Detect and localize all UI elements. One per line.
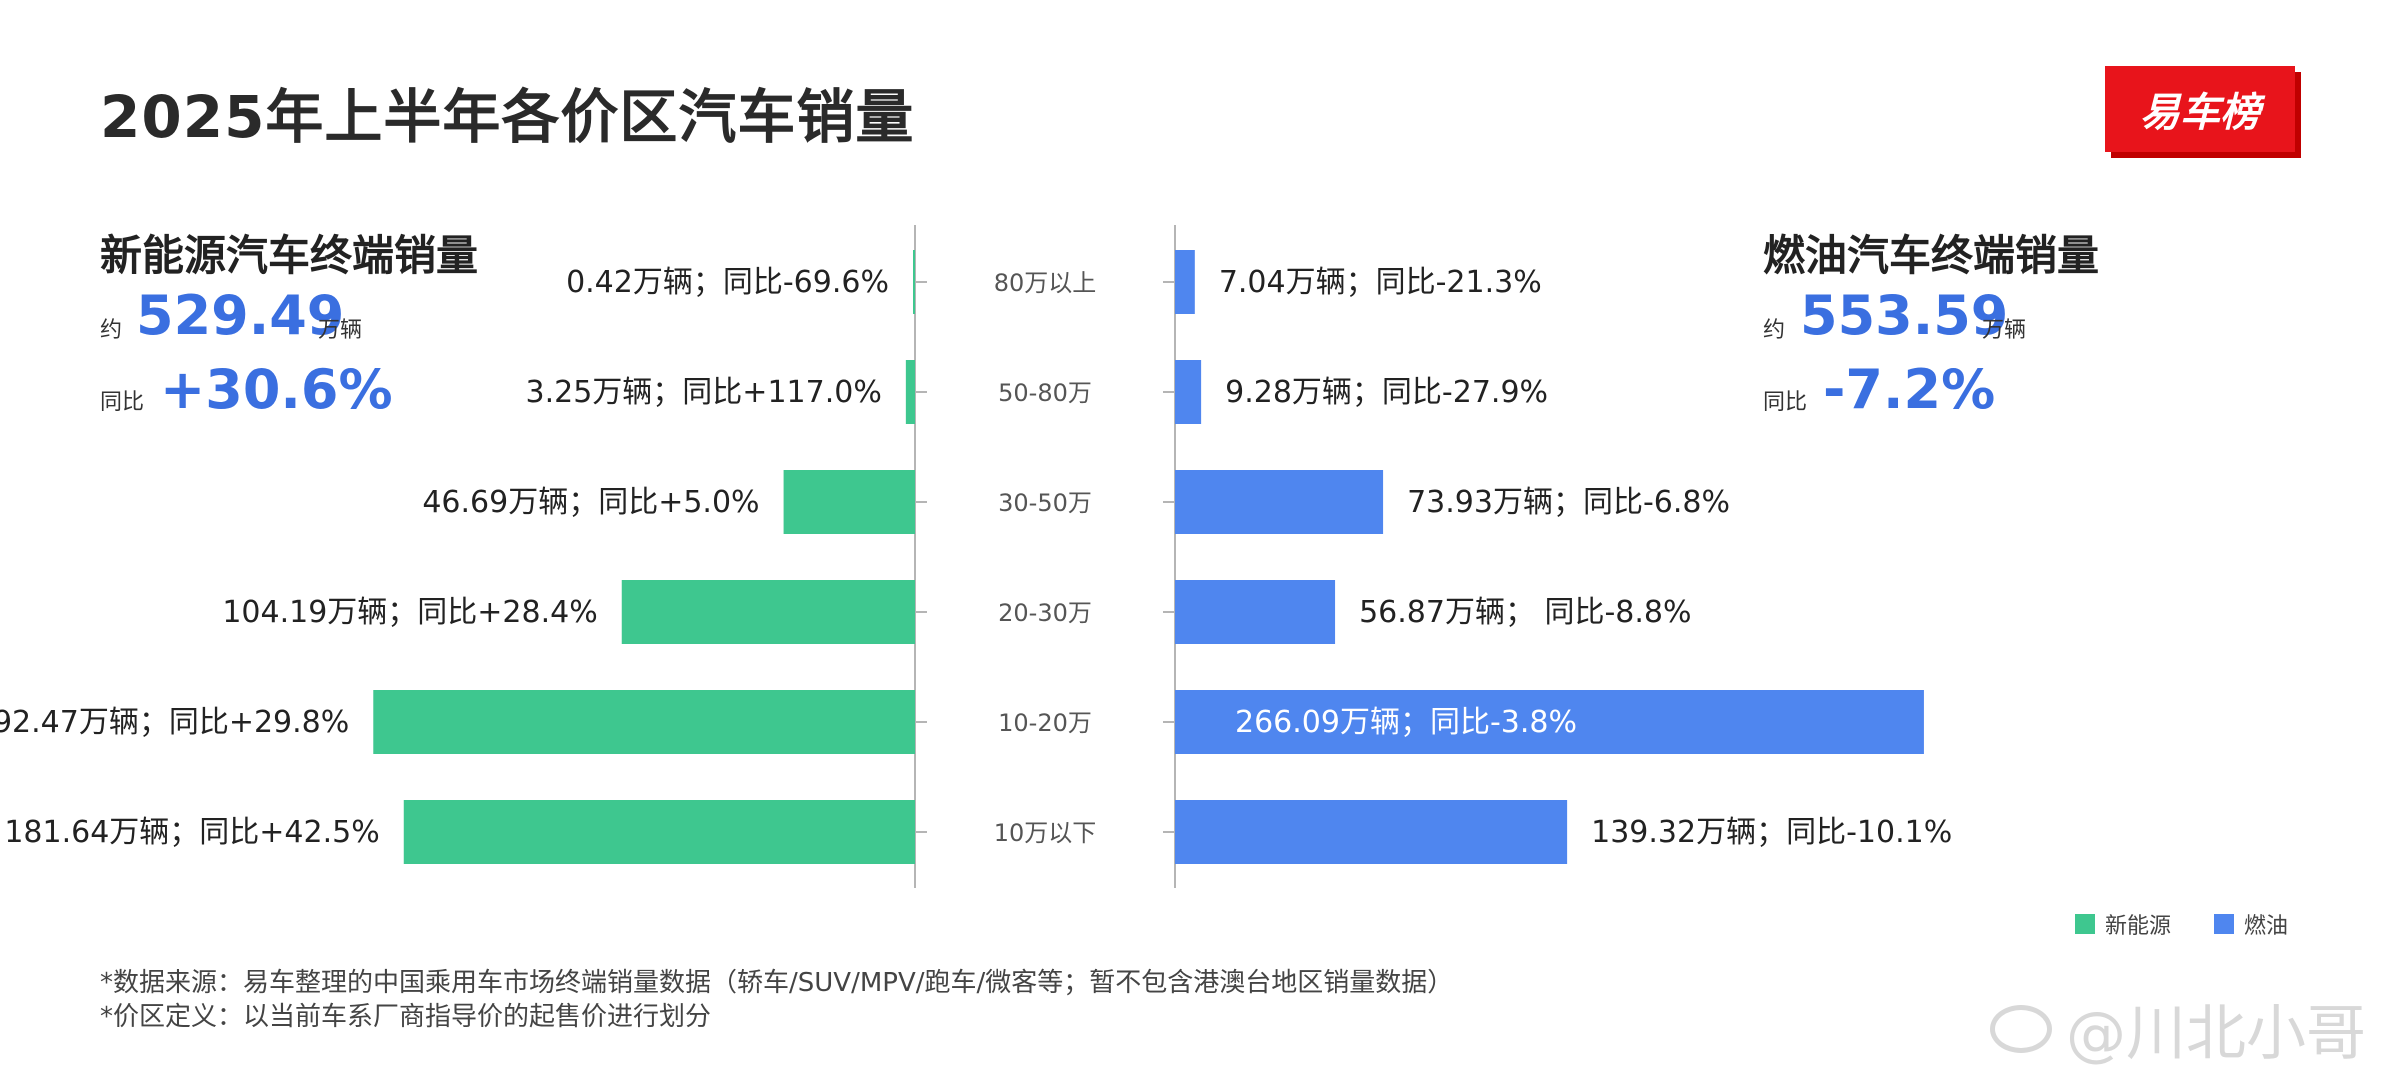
footnote-definition: *价区定义：以当前车系厂商指导价的起售价进行划分	[100, 1002, 712, 1032]
nev-data-label: 192.47万辆；同比+29.8%	[0, 705, 349, 740]
nev-yoy-label: 同比	[100, 390, 145, 415]
category-label: 80万以上	[994, 269, 1097, 297]
legend-nev: 新能源	[2075, 908, 2171, 940]
category-label: 10-20万	[998, 709, 1092, 737]
nev-data-label: 181.64万辆；同比+42.5%	[4, 815, 379, 850]
category-label: 50-80万	[998, 379, 1092, 407]
ice-data-label: 139.32万辆；同比-10.1%	[1591, 815, 1952, 850]
ice-data-label: 266.09万辆；同比-3.8%	[1235, 705, 1577, 740]
ice-total-unit: 万辆	[1982, 318, 2027, 343]
nev-bar	[905, 360, 915, 424]
nev-bar	[913, 250, 915, 314]
page-title: 2025年上半年各价区汽车销量	[100, 83, 915, 151]
legend-ice-label: 燃油	[2244, 914, 2289, 939]
ice-bar	[1175, 470, 1384, 534]
ice-approx-label: 约	[1763, 318, 1786, 343]
ice-data-label: 73.93万辆；同比-6.8%	[1407, 485, 1730, 520]
ice-bar	[1175, 360, 1202, 424]
nev-data-label: 0.42万辆；同比-69.6%	[566, 265, 889, 300]
nev-data-label: 3.25万辆；同比+117.0%	[526, 375, 882, 410]
ice-bar	[1175, 690, 1924, 754]
nev-bar	[403, 800, 915, 864]
nev-yoy-value: +30.6%	[160, 358, 393, 421]
category-label: 10万以下	[994, 819, 1097, 847]
weibo-icon	[1990, 1004, 2052, 1053]
legend-ice-swatch	[2214, 914, 2234, 934]
nev-panel-title: 新能源汽车终端销量	[100, 231, 479, 280]
ice-bar	[1175, 250, 1195, 314]
category-label: 30-50万	[998, 489, 1092, 517]
legend-nev-swatch	[2075, 914, 2095, 934]
category-label: 20-30万	[998, 599, 1092, 627]
watermark-text: @川北小哥	[2066, 999, 2366, 1069]
nev-data-label: 104.19万辆；同比+28.4%	[222, 595, 597, 630]
ice-yoy-value: -7.2%	[1823, 358, 1996, 421]
weibo-watermark: @川北小哥	[1990, 985, 2366, 1072]
ice-yoy-label: 同比	[1763, 390, 1808, 415]
ice-panel-title: 燃油汽车终端销量	[1763, 231, 2100, 280]
legend-ice: 燃油	[2214, 908, 2288, 940]
footnote-source: *数据来源：易车整理的中国乘用车市场终端销量数据（轿车/SUV/MPV/跑车/微…	[100, 968, 1454, 998]
ice-data-label: 56.87万辆； 同比-8.8%	[1359, 595, 1691, 630]
ice-data-label: 7.04万辆；同比-21.3%	[1219, 265, 1542, 300]
nev-bar	[373, 690, 916, 754]
nev-total-value: 529.49	[136, 284, 345, 347]
yiche-logo: 易车榜	[2105, 66, 2295, 152]
nev-bar	[621, 580, 915, 644]
nev-approx-label: 约	[100, 318, 123, 343]
ice-data-label: 9.28万辆；同比-27.9%	[1225, 375, 1548, 410]
nev-data-label: 46.69万辆；同比+5.0%	[422, 485, 759, 520]
ice-bar	[1175, 580, 1336, 644]
nev-total-unit: 万辆	[318, 318, 363, 343]
ice-bar	[1175, 800, 1568, 864]
legend-nev-label: 新能源	[2105, 914, 2172, 939]
nev-bar	[783, 470, 915, 534]
ice-total-value: 553.59	[1800, 284, 2009, 347]
